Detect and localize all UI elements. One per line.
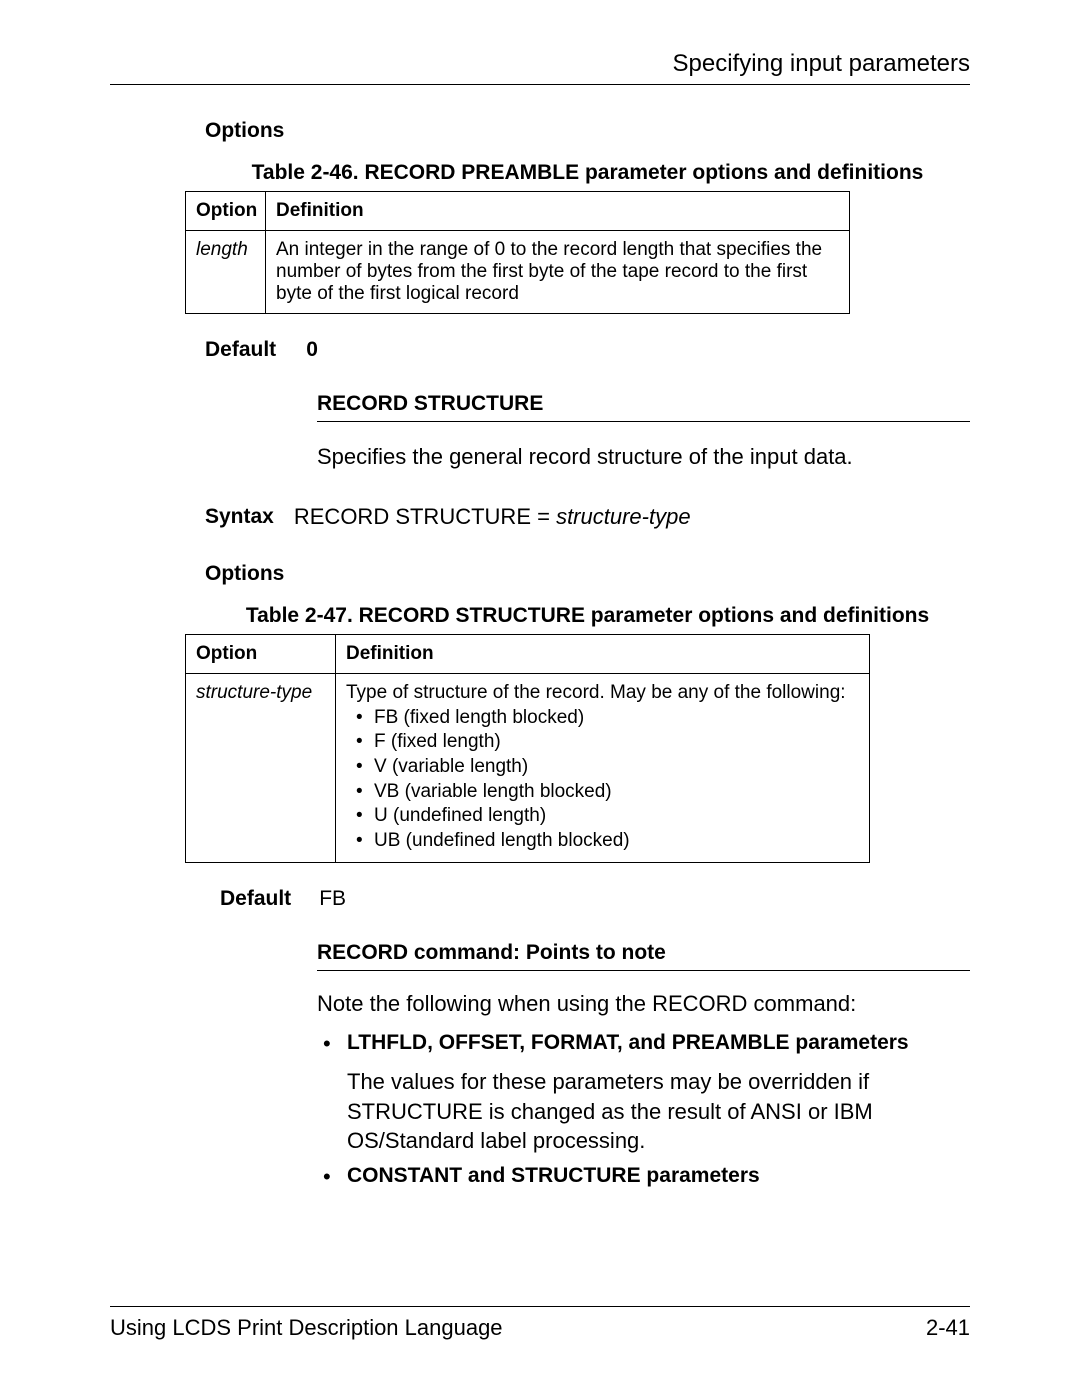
table-cell-option: structure-type	[186, 673, 336, 862]
options-heading-2: Options	[205, 562, 970, 586]
syntax-ital: structure-type	[556, 504, 691, 529]
table-2-title: Table 2-47. RECORD STRUCTURE parameter o…	[205, 604, 970, 628]
default-row-2: Default FB	[220, 887, 970, 911]
list-item: FB (fixed length blocked)	[346, 706, 859, 731]
note-item-title: CONSTANT and STRUCTURE parameters	[347, 1162, 970, 1190]
note-item-title: LTHFLD, OFFSET, FORMAT, and PREAMBLE par…	[347, 1029, 970, 1057]
syntax-prefix: RECORD STRUCTURE =	[294, 504, 556, 529]
options-heading-1: Options	[205, 119, 970, 143]
page-footer: Using LCDS Print Description Language 2-…	[110, 1306, 970, 1341]
default-label: Default	[205, 338, 276, 362]
table-cell-definition: Type of structure of the record. May be …	[336, 673, 870, 862]
table-header-option: Option	[186, 192, 266, 231]
table-2: Option Definition structure-type Type of…	[185, 634, 870, 863]
table-1: Option Definition length An integer in t…	[185, 191, 850, 314]
notes-intro: Note the following when using the RECORD…	[317, 989, 970, 1019]
record-structure-heading-text: RECORD STRUCTURE	[317, 392, 543, 415]
record-structure-desc: Specifies the general record structure o…	[317, 442, 970, 472]
footer-right: 2-41	[926, 1315, 970, 1341]
note-item-body: The values for these parameters may be o…	[347, 1067, 970, 1156]
page-header: Specifying input parameters	[110, 50, 970, 85]
syntax-value: RECORD STRUCTURE = structure-type	[294, 504, 691, 530]
list-item: V (variable length)	[346, 755, 859, 780]
syntax-label: Syntax	[205, 504, 274, 530]
default-label: Default	[220, 887, 291, 911]
record-structure-heading: RECORD STRUCTURE	[317, 392, 970, 422]
table-row: length An integer in the range of 0 to t…	[186, 231, 850, 314]
header-title: Specifying input parameters	[673, 50, 971, 77]
notes-list: LTHFLD, OFFSET, FORMAT, and PREAMBLE par…	[317, 1029, 970, 1191]
definition-list: FB (fixed length blocked) F (fixed lengt…	[346, 706, 859, 854]
footer-left: Using LCDS Print Description Language	[110, 1315, 503, 1341]
list-item: F (fixed length)	[346, 730, 859, 755]
table-row: Option Definition	[186, 192, 850, 231]
table-row: structure-type Type of structure of the …	[186, 673, 870, 862]
page: Specifying input parameters Options Tabl…	[0, 0, 1080, 1397]
table-cell-option: length	[186, 231, 266, 314]
default-row-1: Default 0	[205, 338, 970, 362]
table-header-option: Option	[186, 634, 336, 673]
syntax-row: Syntax RECORD STRUCTURE = structure-type	[205, 504, 970, 530]
content: Options Table 2-46. RECORD PREAMBLE para…	[110, 119, 970, 1190]
table-cell-definition: An integer in the range of 0 to the reco…	[266, 231, 850, 314]
list-item: CONSTANT and STRUCTURE parameters	[317, 1162, 970, 1190]
table-header-definition: Definition	[336, 634, 870, 673]
definition-intro: Type of structure of the record. May be …	[346, 682, 859, 704]
table-1-title: Table 2-46. RECORD PREAMBLE parameter op…	[205, 161, 970, 185]
list-item: UB (undefined length blocked)	[346, 829, 859, 854]
list-item: VB (variable length blocked)	[346, 780, 859, 805]
default-value: FB	[319, 887, 346, 911]
default-value: 0	[306, 338, 318, 362]
list-item: U (undefined length)	[346, 804, 859, 829]
table-row: Option Definition	[186, 634, 870, 673]
table-header-definition: Definition	[266, 192, 850, 231]
list-item: LTHFLD, OFFSET, FORMAT, and PREAMBLE par…	[317, 1029, 970, 1156]
notes-body: Note the following when using the RECORD…	[317, 989, 970, 1190]
notes-heading: RECORD command: Points to note	[317, 941, 970, 971]
